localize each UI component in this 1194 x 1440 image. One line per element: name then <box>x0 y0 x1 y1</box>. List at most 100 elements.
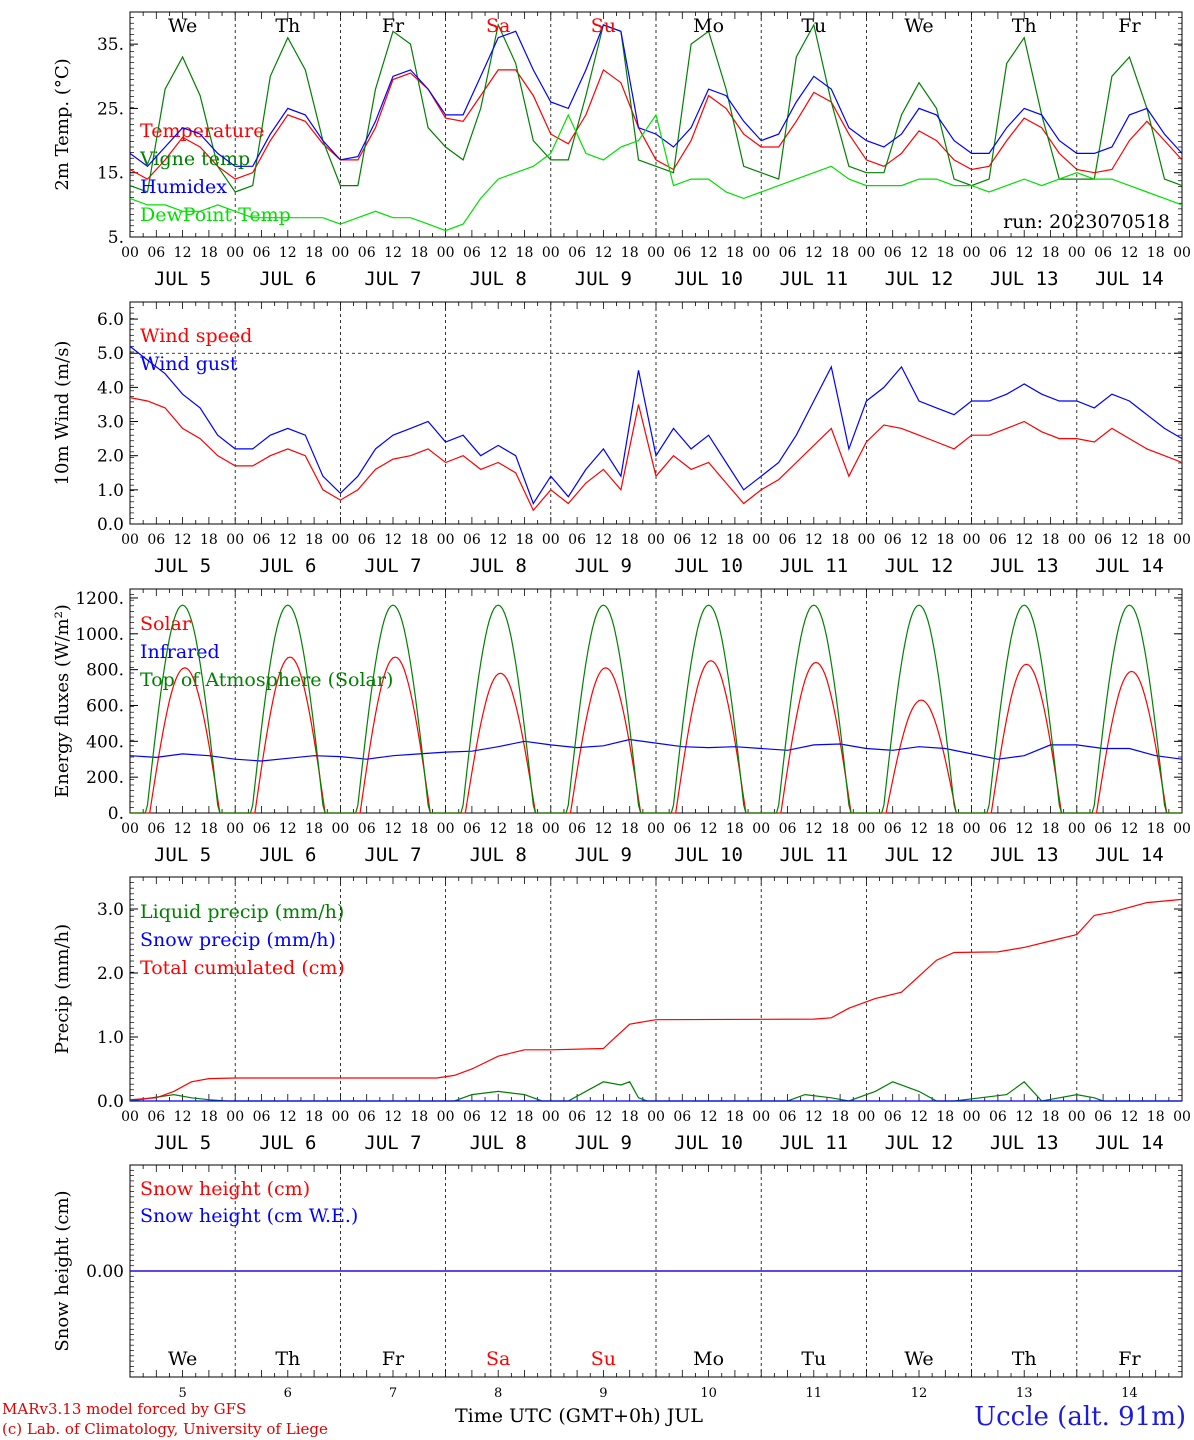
y-tick-label: 1.0 <box>97 481 124 501</box>
hour-tick-label: 18 <box>200 532 218 548</box>
hour-tick-label: 18 <box>936 821 954 837</box>
weekday-label: Tu <box>801 15 826 37</box>
hour-tick-label: 18 <box>410 245 428 261</box>
hour-tick-label: 00 <box>542 532 560 548</box>
hour-tick-label: 12 <box>910 1109 928 1125</box>
y-tick-label: 600. <box>86 696 124 716</box>
y-tick-label: 5. <box>108 228 124 248</box>
hour-tick-label: 00 <box>963 532 981 548</box>
hour-tick-label: 12 <box>279 821 297 837</box>
y-tick-label: 5.0 <box>97 344 124 364</box>
hour-tick-label: 06 <box>673 821 691 837</box>
hour-tick-label: 00 <box>647 821 665 837</box>
weekday-label: Sa <box>486 1348 510 1370</box>
hour-tick-label: 18 <box>726 1109 744 1125</box>
hour-tick-label: 18 <box>936 532 954 548</box>
series-line-dewpoint-temp <box>129 113 1183 232</box>
y-tick-label: 25. <box>97 99 124 119</box>
hour-tick-label: 18 <box>1147 245 1165 261</box>
hour-tick-label: 12 <box>910 821 928 837</box>
hour-tick-label: 06 <box>358 821 376 837</box>
date-label: JUL 9 <box>575 1132 632 1154</box>
hour-tick-label: 12 <box>594 532 612 548</box>
series-line-wind-gust <box>129 345 1183 505</box>
hour-tick-label: 18 <box>305 1109 323 1125</box>
hour-tick-label: 06 <box>358 532 376 548</box>
hour-tick-label: 00 <box>1173 532 1191 548</box>
hour-tick-label: 12 <box>1120 245 1138 261</box>
hour-tick-label: 06 <box>673 245 691 261</box>
hour-tick-label: 12 <box>1015 1109 1033 1125</box>
weekday-label: We <box>168 1348 197 1370</box>
day-number-label: 11 <box>806 1386 823 1401</box>
hour-tick-label: 06 <box>884 821 902 837</box>
hour-tick-label: 12 <box>384 821 402 837</box>
hour-tick-label: 12 <box>1120 821 1138 837</box>
hour-tick-label: 18 <box>831 532 849 548</box>
series-line-infrared <box>129 738 1183 762</box>
hour-tick-label: 00 <box>1068 821 1086 837</box>
date-label: JUL 6 <box>259 268 316 290</box>
series-line-total-cumulated-cm- <box>129 898 1183 1101</box>
hour-tick-label: 18 <box>621 245 639 261</box>
hour-tick-label: 12 <box>805 1109 823 1125</box>
hour-tick-label: 00 <box>226 821 244 837</box>
hour-tick-label: 12 <box>1015 821 1033 837</box>
hour-tick-label: 18 <box>621 1109 639 1125</box>
date-label: JUL 14 <box>1095 268 1164 290</box>
y-tick-label: 0. <box>108 804 124 824</box>
hour-tick-label: 06 <box>884 532 902 548</box>
hour-tick-label: 00 <box>752 245 770 261</box>
weekday-label: Th <box>275 15 300 37</box>
hour-tick-label: 12 <box>805 245 823 261</box>
hour-tick-label: 06 <box>1094 821 1112 837</box>
hour-tick-label: 06 <box>463 532 481 548</box>
hour-tick-label: 06 <box>779 1109 797 1125</box>
x-axis-title: Time UTC (GMT+0h) JUL <box>455 1405 703 1427</box>
hour-tick-label: 00 <box>857 532 875 548</box>
y-tick-label: 1200. <box>75 589 124 609</box>
hour-tick-label: 18 <box>305 532 323 548</box>
legend-entry: DewPoint Temp <box>140 204 291 226</box>
hour-tick-label: 00 <box>1173 1109 1191 1125</box>
hour-tick-label: 00 <box>857 245 875 261</box>
hour-tick-label: 06 <box>779 532 797 548</box>
hour-tick-label: 00 <box>226 245 244 261</box>
hour-tick-label: 12 <box>279 532 297 548</box>
weekday-label: Fr <box>382 15 405 37</box>
date-label: JUL 12 <box>885 1132 954 1154</box>
date-label: JUL 11 <box>779 1132 848 1154</box>
day-number-label: 10 <box>700 1386 717 1401</box>
hour-tick-label: 00 <box>647 1109 665 1125</box>
hour-tick-label: 18 <box>516 821 534 837</box>
hour-tick-label: 00 <box>331 532 349 548</box>
hour-tick-label: 12 <box>174 245 192 261</box>
hour-tick-label: 12 <box>700 245 718 261</box>
legend-entry: Snow height (cm W.E.) <box>140 1205 358 1227</box>
date-label: JUL 9 <box>575 844 632 866</box>
date-label: JUL 5 <box>154 844 211 866</box>
hour-tick-label: 06 <box>358 245 376 261</box>
hour-tick-label: 06 <box>568 821 586 837</box>
hour-tick-label: 12 <box>1015 245 1033 261</box>
day-number-label: 6 <box>284 1386 292 1401</box>
weekday-label: Fr <box>382 1348 405 1370</box>
date-label: JUL 14 <box>1095 555 1164 577</box>
hour-tick-label: 00 <box>437 1109 455 1125</box>
hour-tick-label: 06 <box>253 821 271 837</box>
weekday-label: Fr <box>1118 15 1141 37</box>
hour-tick-label: 18 <box>516 532 534 548</box>
date-label: JUL 6 <box>259 1132 316 1154</box>
date-label: JUL 5 <box>154 1132 211 1154</box>
hour-tick-label: 18 <box>1042 1109 1060 1125</box>
hour-tick-label: 18 <box>726 821 744 837</box>
series-line-vigne-temp <box>129 22 1183 193</box>
date-label: JUL 13 <box>990 1132 1059 1154</box>
run-label: run: 2023070518 <box>1003 211 1170 233</box>
hour-tick-label: 06 <box>779 245 797 261</box>
hour-tick-label: 06 <box>989 532 1007 548</box>
hour-tick-label: 12 <box>384 532 402 548</box>
hour-tick-label: 00 <box>226 1109 244 1125</box>
y-tick-label: 400. <box>86 732 124 752</box>
